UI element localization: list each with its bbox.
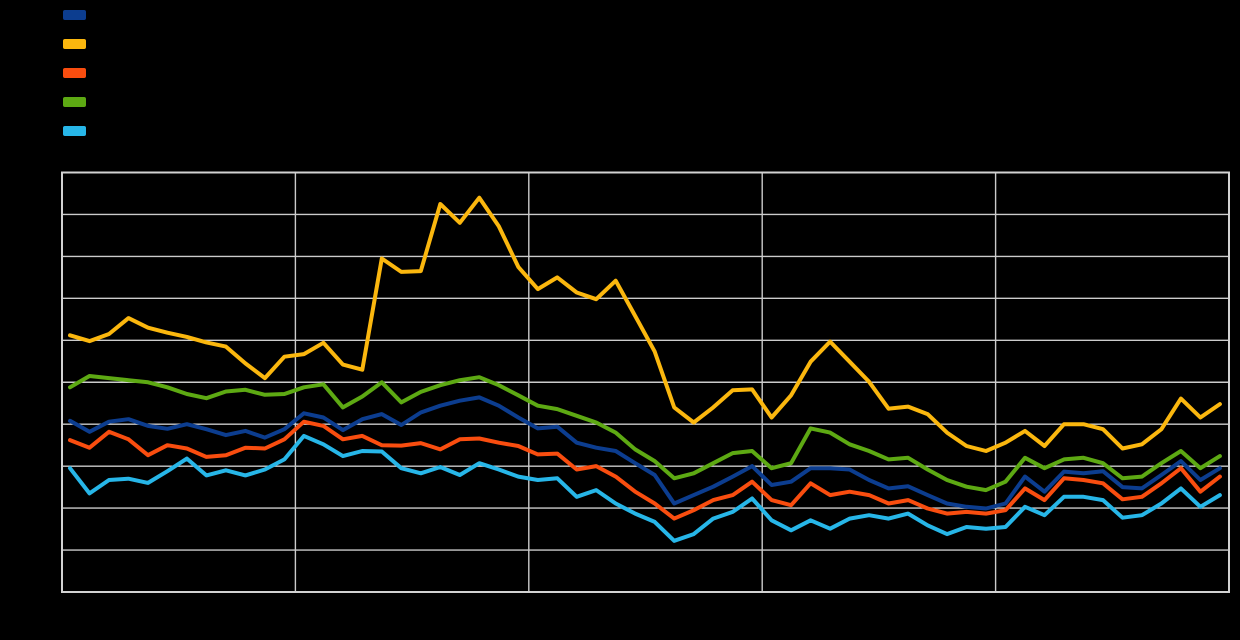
series-yellow-line — [68, 195, 1222, 453]
series-light-blue-swatch — [63, 126, 86, 136]
chart-legend — [63, 9, 94, 154]
legend-item-series-dark-blue — [63, 9, 94, 38]
legend-item-series-yellow — [63, 38, 94, 67]
legend-item-series-orange-red — [63, 67, 94, 96]
series-green-swatch — [63, 97, 86, 107]
series-dark-blue-line — [68, 395, 1222, 511]
plot-frame — [61, 171, 1230, 593]
series-green-line — [68, 374, 1222, 493]
series-dark-blue-swatch — [63, 10, 86, 20]
series-orange-red-swatch — [63, 68, 86, 78]
series-yellow-swatch — [63, 39, 86, 49]
legend-item-series-light-blue — [63, 125, 94, 154]
series-light-blue-line — [68, 433, 1222, 543]
legend-item-series-green — [63, 96, 94, 125]
series-orange-red-line — [68, 419, 1222, 521]
